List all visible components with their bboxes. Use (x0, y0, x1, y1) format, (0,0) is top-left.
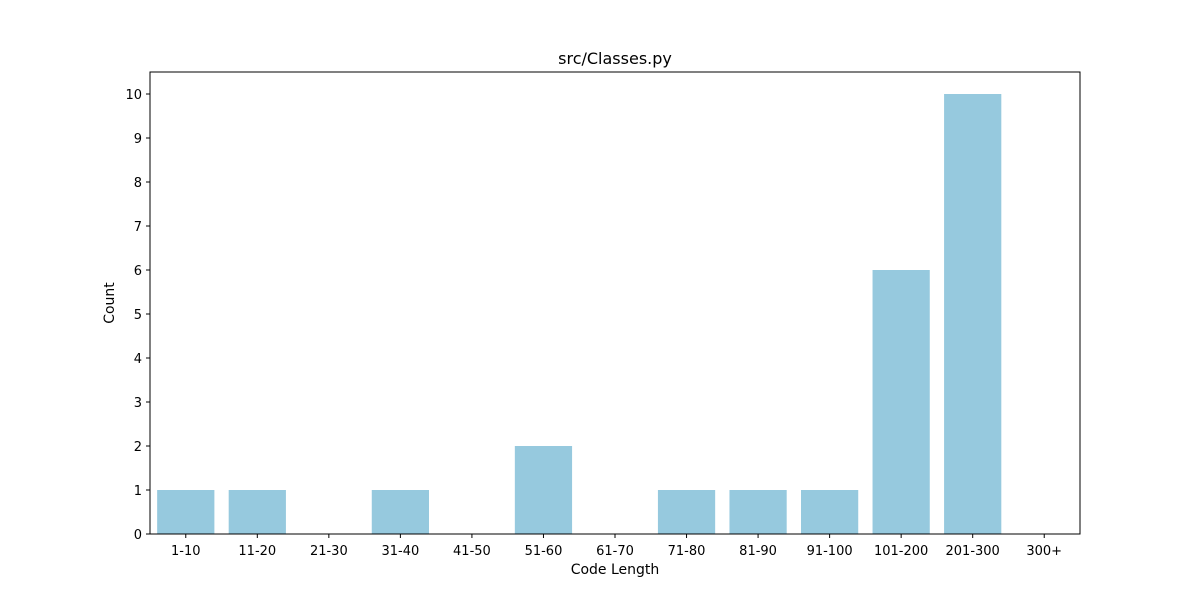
x-tick-label: 31-40 (381, 544, 419, 559)
y-tick-label: 10 (125, 88, 142, 103)
x-tick-label: 91-100 (807, 544, 853, 559)
x-tick-label: 21-30 (310, 544, 348, 559)
y-tick-label: 2 (134, 440, 142, 455)
y-tick-label: 1 (134, 484, 142, 499)
bar-91-100 (801, 490, 859, 534)
bar-71-80 (657, 490, 716, 534)
y-tick-label: 3 (134, 396, 142, 411)
bar-11-20 (228, 490, 286, 534)
bar-31-40 (371, 490, 429, 534)
x-axis-ticks: 1-10 11-20 21-30 31-40 41-50 51-60 61-70 71-80 8… (171, 534, 1062, 559)
x-tick-label: 51-60 (525, 544, 563, 559)
y-axis-label: Count (102, 282, 118, 324)
y-tick-label: 6 (134, 264, 142, 279)
x-tick-label: 300+ (1026, 544, 1062, 559)
y-tick-label: 4 (134, 352, 142, 367)
bar-81-90 (729, 490, 787, 534)
x-tick-label: 101-200 (874, 544, 928, 559)
x-axis-label: Code Length (571, 562, 660, 578)
bars-group (157, 94, 1002, 534)
y-tick-label: 7 (134, 220, 142, 235)
plot-area (150, 72, 1080, 534)
chart-title: src/Classes.py (558, 49, 672, 68)
x-tick-label: 11-20 (238, 544, 276, 559)
y-tick-label: 5 (134, 308, 142, 323)
bar-51-60 (514, 446, 573, 534)
x-tick-label: 201-300 (946, 544, 1000, 559)
bar-1-10 (157, 490, 215, 534)
y-tick-label: 0 (134, 528, 142, 543)
x-tick-label: 71-80 (668, 544, 706, 559)
x-tick-label: 41-50 (453, 544, 491, 559)
x-tick-label: 81-90 (739, 544, 777, 559)
bar-101-200 (872, 270, 930, 534)
x-tick-label: 1-10 (171, 544, 201, 559)
y-axis-ticks: 0 1 2 3 4 5 6 7 8 9 10 (125, 88, 150, 543)
y-tick-label: 9 (134, 132, 142, 147)
bar-201-300 (944, 94, 1002, 534)
y-tick-label: 8 (134, 176, 142, 191)
x-tick-label: 61-70 (596, 544, 634, 559)
